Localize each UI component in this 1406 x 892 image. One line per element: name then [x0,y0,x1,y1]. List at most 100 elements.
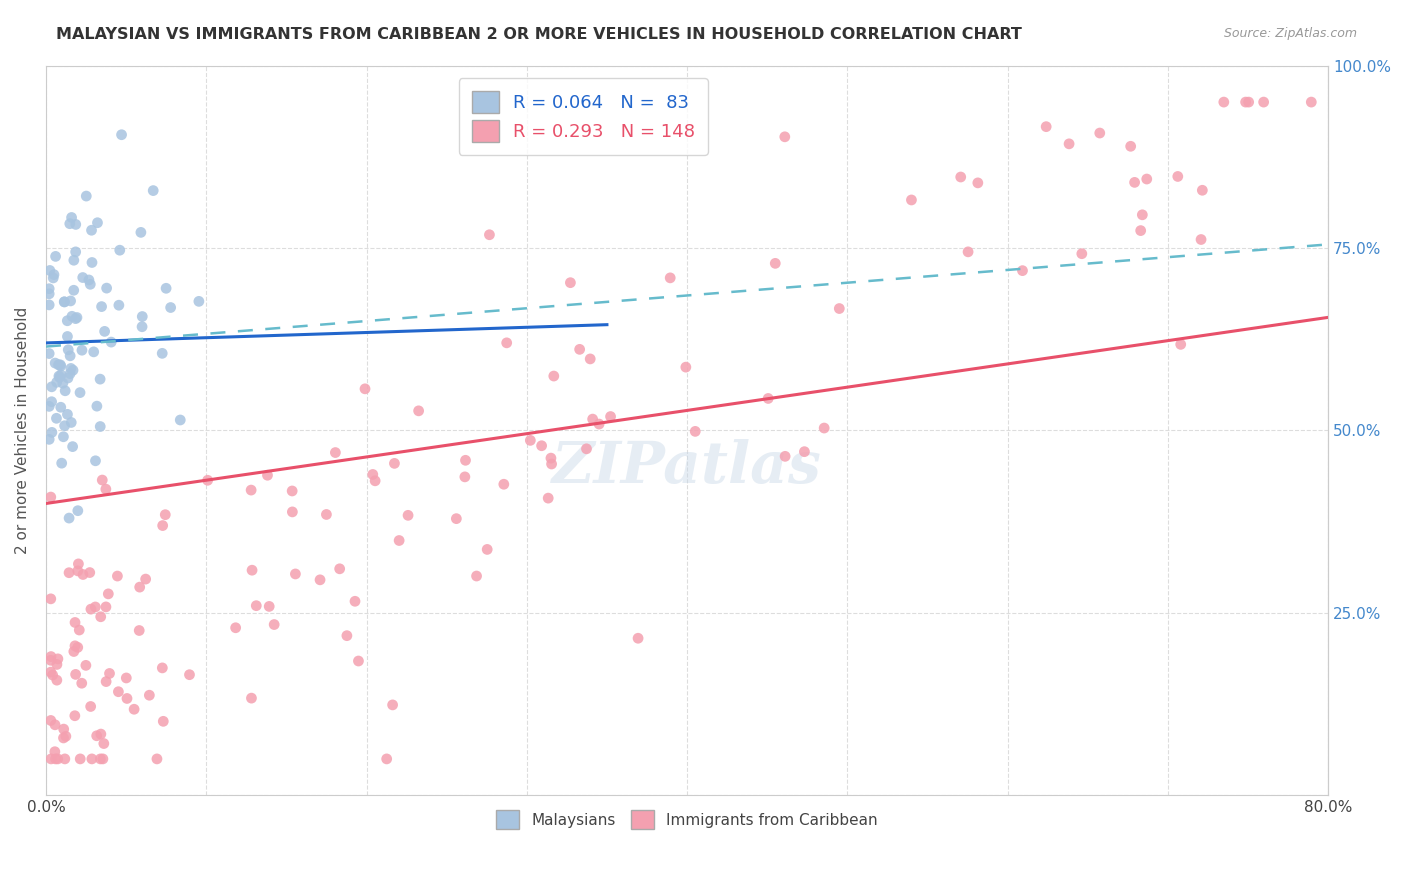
Point [1130,208,1153,222]
Point [1212,95,1234,109]
Point [60,416,83,430]
Point [59,361,82,376]
Point [39,649,62,664]
Point [84,599,107,614]
Point [537,491,560,505]
Point [98,666,121,681]
Point [599,409,621,424]
Point [454,470,477,484]
Point [39,591,62,606]
Point [94,482,117,496]
Point [56,314,79,328]
Point [396,508,419,523]
Point [65,667,87,681]
Point [79,566,101,580]
Point [41,394,63,409]
Point [90,609,112,624]
Point [659,271,682,285]
Point [91,752,114,766]
Point [540,457,562,471]
Point [828,301,851,316]
Point [75,658,97,673]
Point [56,408,79,422]
Point [86,216,108,230]
Point [48,369,70,384]
Point [65,311,87,326]
Point [38,433,60,447]
Point [478,227,501,242]
Point [197,473,219,487]
Point [309,573,332,587]
Point [66,310,89,325]
Point [155,508,177,522]
Point [575,442,598,456]
Text: ZIPatlas: ZIPatlas [553,439,823,495]
Point [1301,95,1323,109]
Point [53,294,76,309]
Point [66,564,89,578]
Point [41,380,63,394]
Point [66,640,89,655]
Point [115,691,138,706]
Point [44,718,66,732]
Point [1253,95,1275,109]
Point [152,714,174,729]
Point [80,752,103,766]
Point [38,286,60,301]
Point [284,566,307,581]
Point [381,698,404,712]
Point [38,346,60,360]
Point [38,263,60,277]
Point [465,569,488,583]
Point [329,562,352,576]
Point [256,468,278,483]
Point [240,691,263,706]
Point [1170,337,1192,351]
Point [142,184,165,198]
Point [454,453,477,467]
Point [46,752,69,766]
Point [793,444,815,458]
Point [408,404,430,418]
Point [72,567,94,582]
Point [1088,126,1111,140]
Point [347,654,370,668]
Point [58,566,80,580]
Point [336,629,359,643]
Point [110,128,132,142]
Point [69,385,91,400]
Point [65,218,87,232]
Point [756,392,779,406]
Point [48,370,70,384]
Point [67,623,90,637]
Point [41,425,63,440]
Point [384,456,406,470]
Point [1057,136,1080,151]
Point [813,421,835,435]
Point [63,644,86,658]
Point [257,599,280,614]
Point [135,572,157,586]
Point [39,714,62,728]
Point [52,722,75,736]
Point [97,587,120,601]
Point [957,244,980,259]
Point [131,310,153,324]
Point [62,363,84,377]
Point [1119,139,1142,153]
Point [128,624,150,638]
Point [58,511,80,525]
Point [67,557,90,571]
Point [83,344,105,359]
Point [540,451,562,466]
Point [627,632,650,646]
Point [86,729,108,743]
Point [131,319,153,334]
Point [773,129,796,144]
Text: MALAYSIAN VS IMMIGRANTS FROM CARIBBEAN 2 OR MORE VEHICLES IN HOUSEHOLD CORRELATI: MALAYSIAN VS IMMIGRANTS FROM CARIBBEAN 2… [56,27,1022,42]
Point [52,430,75,444]
Point [1070,246,1092,260]
Point [45,657,67,672]
Point [38,298,60,312]
Point [375,752,398,766]
